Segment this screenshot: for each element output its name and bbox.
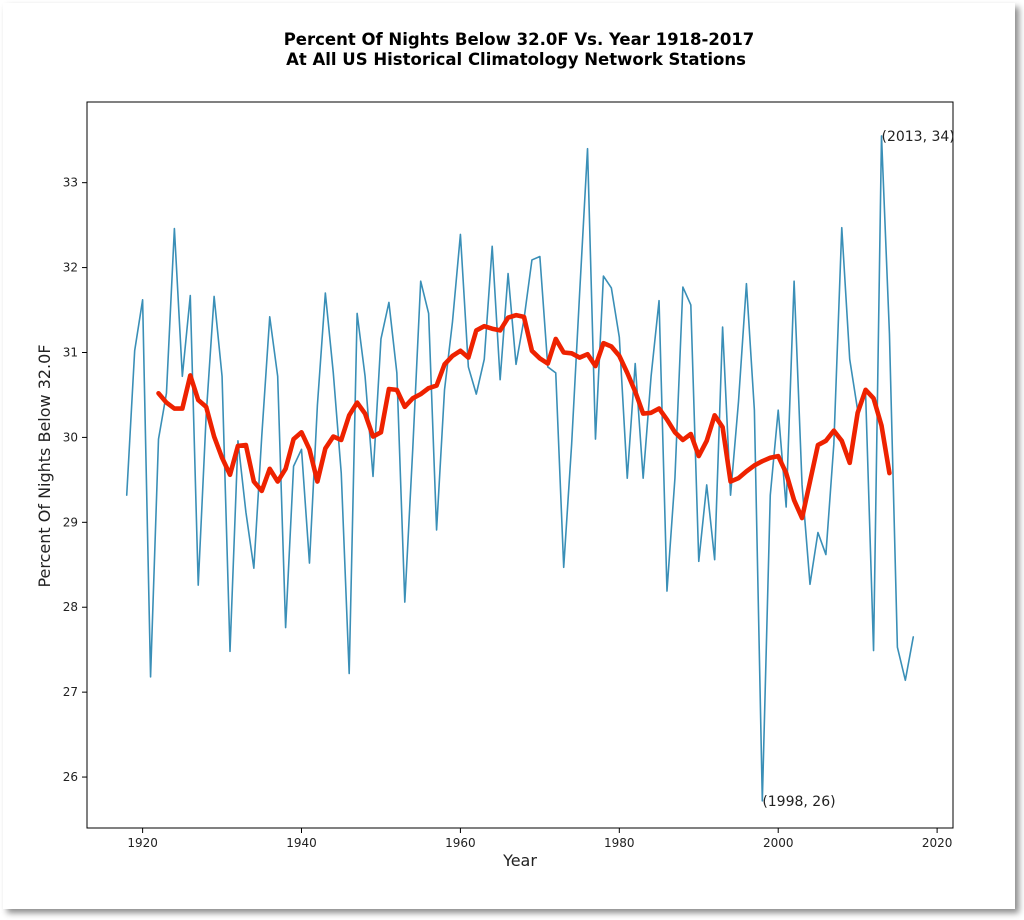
y-tick-label: 30 [63,430,78,444]
y-tick-label: 33 [63,176,78,190]
y-tick-label: 26 [63,770,78,784]
chart-subtitle: At All US Historical Climatology Network… [286,50,746,69]
x-tick-label: 2000 [763,836,794,850]
point-annotation: (1998, 26) [762,794,835,810]
y-tick-label: 31 [63,345,78,359]
y-tick-label: 29 [63,515,78,529]
y-tick-label: 32 [63,261,78,275]
x-axis-label: Year [502,851,537,870]
x-tick-label: 1920 [127,836,158,850]
x-tick-label: 1960 [445,836,476,850]
smoothed-series-line [156,312,892,521]
x-tick-label: 1980 [604,836,635,850]
point-annotation: (2013, 34) [881,129,954,145]
y-tick-label: 27 [63,685,78,699]
x-tick-label: 1940 [286,836,317,850]
y-axis-label: Percent Of Nights Below 32.0F [35,344,54,587]
x-tick-label: 2020 [922,836,953,850]
chart-title: Percent Of Nights Below 32.0F Vs. Year 1… [284,30,755,49]
y-tick-label: 28 [63,600,78,614]
plot-frame [86,101,954,829]
annual-series-line [125,135,915,802]
